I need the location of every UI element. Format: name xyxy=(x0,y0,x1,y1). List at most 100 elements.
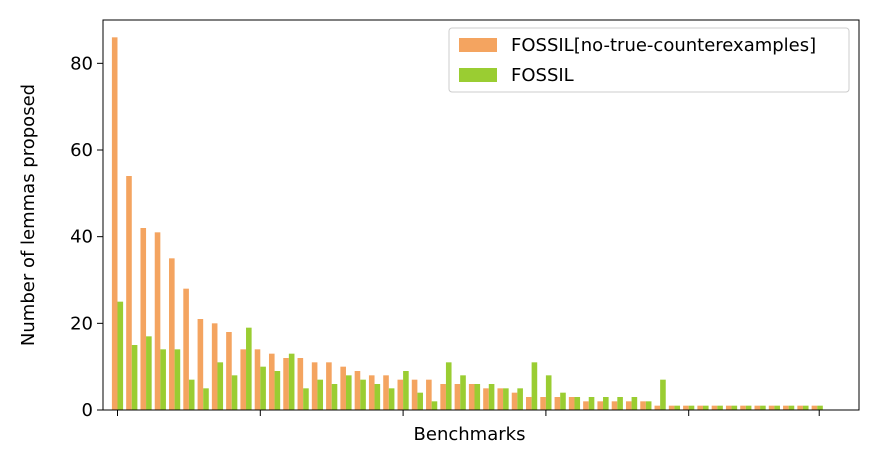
bar-series-1-benchmark-26 xyxy=(468,384,475,410)
bar-series-1-benchmark-27 xyxy=(483,388,489,410)
bar-series-2-benchmark-35 xyxy=(603,397,609,410)
bar-series-1-benchmark-46 xyxy=(754,405,761,410)
bar-series-1-benchmark-43 xyxy=(711,405,718,410)
x-axis-ticks xyxy=(117,410,820,416)
bar-series-2-benchmark-25 xyxy=(460,375,466,410)
bar-series-1-benchmark-34 xyxy=(583,401,589,410)
bar-series-1-benchmark-13 xyxy=(283,358,289,410)
bar-series-2-benchmark-20 xyxy=(388,388,395,410)
bar-series-1-benchmark-14 xyxy=(297,358,304,410)
y-axis-ticks: 0 20 40 60 80 xyxy=(70,53,103,421)
bar-series-2-benchmark-2 xyxy=(131,345,138,410)
bar-series-1-benchmark-17 xyxy=(340,366,346,410)
legend-label-series-1: FOSSIL[no-true-counterexamples] xyxy=(511,35,816,56)
bar-series-1-benchmark-1 xyxy=(111,37,118,410)
bar-series-2-benchmark-49 xyxy=(802,405,809,410)
x-axis-label: Benchmarks xyxy=(414,424,526,445)
bar-series-1-benchmark-16 xyxy=(326,362,332,410)
bar-series-2-benchmark-33 xyxy=(574,397,581,410)
bar-series-1-benchmark-44 xyxy=(725,405,732,410)
bar-series-2-benchmark-38 xyxy=(645,401,652,410)
legend-swatch-series-2 xyxy=(459,68,497,82)
bar-series-1-benchmark-36 xyxy=(611,401,618,410)
bar-series-1-benchmark-6 xyxy=(183,288,189,410)
y-tick-label: 40 xyxy=(70,227,93,248)
legend: FOSSIL[no-true-counterexamples] FOSSIL xyxy=(448,27,850,93)
bar-series-2-benchmark-11 xyxy=(260,366,266,410)
bar-series-1-benchmark-2 xyxy=(126,176,132,410)
bar-series-1-benchmark-25 xyxy=(454,384,461,410)
bar-series-2-benchmark-19 xyxy=(374,384,381,410)
bar-series-1-benchmark-3 xyxy=(140,228,147,410)
bar-series-2-benchmark-43 xyxy=(717,405,723,410)
bar-series-2-benchmark-46 xyxy=(760,405,766,410)
bar-series-1-benchmark-29 xyxy=(511,392,518,410)
y-tick-label: 60 xyxy=(70,140,93,161)
bar-series-1-benchmark-20 xyxy=(383,375,389,410)
bar-series-2-benchmark-34 xyxy=(588,397,595,410)
bar-series-2-benchmark-48 xyxy=(788,405,795,410)
bar-series-1-benchmark-31 xyxy=(540,397,546,410)
bar-series-2-benchmark-16 xyxy=(331,384,338,410)
bar-series-1-benchmark-48 xyxy=(783,405,789,410)
bar-series-1-benchmark-9 xyxy=(226,332,232,410)
bar-series-2-benchmark-44 xyxy=(731,405,738,410)
bar-series-2-benchmark-9 xyxy=(231,375,238,410)
bar-series-1-benchmark-4 xyxy=(154,232,161,410)
bar-series-2-benchmark-22 xyxy=(417,392,423,410)
bar-series-2-benchmark-27 xyxy=(488,384,495,410)
bar-series-1-benchmark-38 xyxy=(640,401,646,410)
bar-series-2-benchmark-39 xyxy=(660,379,666,410)
bar-series-1-benchmark-47 xyxy=(768,405,775,410)
legend-label-series-2: FOSSIL xyxy=(511,65,574,86)
y-tick-label: 20 xyxy=(70,313,93,334)
bar-series-1-benchmark-39 xyxy=(654,405,661,410)
bar-series-2-benchmark-7 xyxy=(203,388,209,410)
bar-series-1-benchmark-30 xyxy=(526,397,532,410)
bar-series-1-benchmark-7 xyxy=(197,319,204,410)
bar-series-2-benchmark-42 xyxy=(702,405,709,410)
bar-series-1-benchmark-10 xyxy=(240,349,247,410)
y-tick-label: 80 xyxy=(70,53,93,74)
bar-series-1-benchmark-21 xyxy=(397,379,404,410)
bar-series-2-benchmark-12 xyxy=(274,371,281,410)
bar-series-2-benchmark-24 xyxy=(445,362,452,410)
bar-series-2-benchmark-26 xyxy=(474,384,481,410)
bar-series-1-benchmark-28 xyxy=(497,388,504,410)
bar-series-2-benchmark-21 xyxy=(403,371,409,410)
bar-series-1-benchmark-8 xyxy=(211,323,218,410)
bar-series-1-benchmark-45 xyxy=(740,405,746,410)
bar-series-1-benchmark-37 xyxy=(625,401,632,410)
bar-series-1-benchmark-33 xyxy=(568,397,575,410)
bar-series-1-benchmark-41 xyxy=(683,405,689,410)
bar-series-2-benchmark-31 xyxy=(545,375,552,410)
bar-series-2-benchmark-40 xyxy=(674,405,681,410)
bar-series-2-benchmark-36 xyxy=(617,397,623,410)
bar-series-1-benchmark-40 xyxy=(668,405,675,410)
bar-series-2-benchmark-18 xyxy=(360,379,366,410)
bar-series-2-benchmark-45 xyxy=(745,405,752,410)
bar-series-2-benchmark-10 xyxy=(246,327,252,410)
bar-series-1-benchmark-35 xyxy=(597,401,604,410)
bar-series-2-benchmark-32 xyxy=(560,392,566,410)
legend-frame xyxy=(448,27,850,93)
legend-swatch-series-1 xyxy=(459,38,497,52)
bar-series-2-benchmark-3 xyxy=(146,336,152,410)
bar-series-1-benchmark-5 xyxy=(169,258,175,410)
bar-series-1-benchmark-32 xyxy=(554,397,561,410)
bar-series-1-benchmark-23 xyxy=(426,379,432,410)
bar-series-1-benchmark-24 xyxy=(440,384,446,410)
bar-series-2-benchmark-17 xyxy=(345,375,352,410)
bar-series-2-benchmark-47 xyxy=(774,405,780,410)
bars-group xyxy=(111,37,823,410)
bar-series-2-benchmark-29 xyxy=(517,388,523,410)
bar-series-1-benchmark-19 xyxy=(368,375,375,410)
bar-series-2-benchmark-23 xyxy=(431,401,438,410)
bar-series-2-benchmark-15 xyxy=(317,379,324,410)
bar-series-2-benchmark-14 xyxy=(303,388,309,410)
y-tick-label: 0 xyxy=(82,400,93,421)
bar-series-2-benchmark-4 xyxy=(160,349,166,410)
plot-frame xyxy=(102,19,860,411)
bar-series-2-benchmark-28 xyxy=(503,388,509,410)
